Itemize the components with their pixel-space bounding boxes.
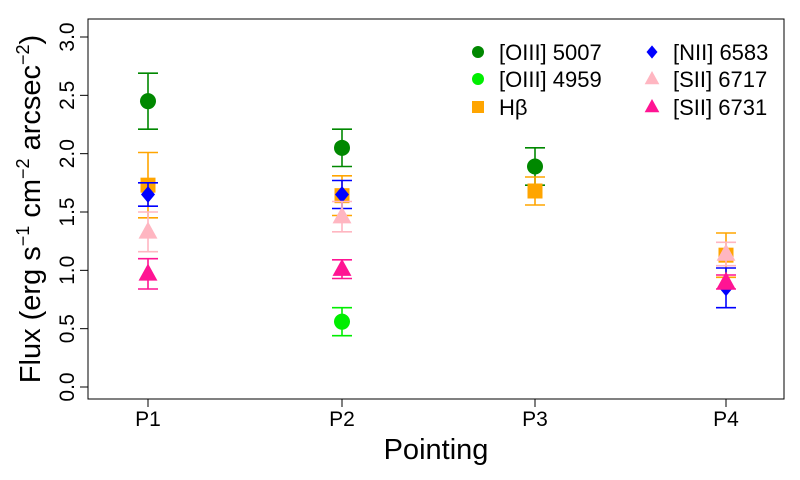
x-axis: P1 P2 P3 P4 [135,399,739,431]
marker-diamond [141,186,155,203]
marker-circle [334,313,350,330]
legend-item: [SII] 6731 [644,95,767,120]
series-oiii-5007 [138,72,545,186]
y-tick-label: 1.5 [56,197,79,226]
x-tick-label: P2 [329,408,355,431]
marker-circle [140,93,156,110]
marker-triangle [716,243,736,261]
y-tick-label: 3.0 [56,22,79,51]
x-tick-label: P3 [522,408,548,431]
legend-item: [OIII] 5007 [472,40,602,65]
marker-square [527,183,543,199]
legend-label: Hβ [499,95,528,120]
legend-item: [NII] 6583 [646,40,768,65]
y-axis-title-part: cm [15,179,47,226]
marker-circle [472,73,484,85]
y-tick-label: 1.0 [56,256,79,285]
marker-diamond [335,186,349,203]
marker-triangle [138,221,158,239]
marker-triangle [332,206,352,224]
legend-label: [OIII] 4959 [499,67,602,92]
marker-triangle [644,70,660,85]
legend-item: [SII] 6717 [644,67,767,92]
y-tick-label: 2.0 [56,139,79,168]
marker-circle [472,46,484,58]
marker-triangle [332,258,352,276]
y-axis-title-exponent: −2 [13,44,33,65]
y-axis-title-part: ) [15,35,47,45]
y-tick-label: 0.0 [56,372,79,401]
y-axis-title-part: Flux (erg s [15,246,47,383]
legend-label: [NII] 6583 [673,40,768,65]
data-marks [138,72,736,337]
legend-label: [SII] 6717 [673,67,767,92]
series-nii-6583 [138,179,736,309]
y-axis-title-exponent: −1 [13,226,33,247]
y-axis: 0.0 0.5 1.0 1.5 2.0 2.5 3.0 [56,22,88,402]
series-sii-6717 [138,200,736,267]
y-axis-title-exponent: −2 [13,158,33,179]
legend-item: [OIII] 4959 [472,67,602,92]
marker-triangle [644,98,660,113]
plot-frame [87,18,785,400]
marker-square [472,101,484,113]
x-tick-label: P1 [135,408,161,431]
legend-label: [SII] 6731 [673,95,767,120]
marker-diamond [646,45,658,59]
marker-circle [527,158,543,175]
y-tick-label: 0.5 [56,314,79,343]
y-tick-label: 2.5 [56,81,79,110]
y-axis-title-part: arcsec [15,65,47,158]
marker-triangle [138,263,158,281]
legend-item: Hβ [472,95,528,120]
series-sii-6731 [138,257,736,290]
y-axis-title: Flux (erg s−1 cm−2 arcsec−2) [13,35,47,383]
series-oiii-4959 [332,306,352,337]
marker-triangle [716,271,736,289]
series-h [138,151,736,279]
marker-circle [334,139,350,156]
legend-label: [OIII] 5007 [499,40,602,65]
x-tick-label: P4 [713,408,739,431]
x-axis-title: Pointing [384,434,489,466]
